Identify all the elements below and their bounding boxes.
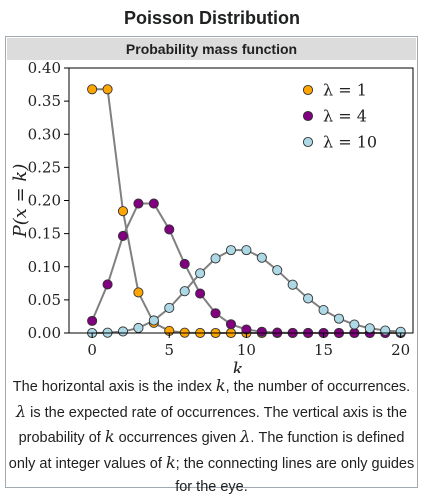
series-3-point <box>210 253 221 264</box>
series-3-point <box>195 268 206 279</box>
series-3-point <box>364 323 375 334</box>
legend-marker-3 <box>302 136 314 148</box>
y-tick-label: 0.15 <box>28 225 61 243</box>
series-2-point <box>164 224 175 235</box>
x-tick-label: 10 <box>237 341 256 359</box>
series-2-point <box>195 288 206 299</box>
caption-text-5: . The function is defined only at intege… <box>8 430 405 472</box>
series-2-point <box>148 198 159 209</box>
image-panel: Probability mass function 0.00 0.05 0.10 0.… <box>5 36 418 495</box>
legend-label-1: λ = 1 <box>323 81 367 100</box>
series-3-point <box>225 245 237 256</box>
caption-text-4: occurrences given <box>114 430 241 446</box>
caption-text-2: , the number of occurrences. <box>225 379 411 395</box>
y-tick-label: 0.35 <box>28 92 61 110</box>
caption-k-symbol-2: k <box>104 427 115 446</box>
x-tick-label: 20 <box>391 341 410 359</box>
panel-subtitle: Probability mass function <box>7 38 416 60</box>
caption-text-3: is the expected rate of occurrences. The… <box>18 404 408 447</box>
series-3-point <box>241 245 252 256</box>
series-3-point <box>164 302 175 314</box>
caption-text-6: ; the connecting lines are only guides f… <box>175 455 415 496</box>
legend-marker-1 <box>302 84 314 96</box>
series-3-point <box>303 293 314 304</box>
series-1-point <box>133 287 144 298</box>
caption-k-symbol-3: k <box>165 452 176 472</box>
x-tick-label: 5 <box>164 341 174 359</box>
caption-text-1: The horizontal axis is the index <box>12 379 216 395</box>
series-2-point <box>87 315 98 326</box>
y-tick-label: 0.25 <box>28 158 61 176</box>
series-3-point <box>133 322 144 334</box>
series-2-point <box>256 326 267 337</box>
series-3-point <box>349 319 360 330</box>
y-tick-label: 0.20 <box>28 192 61 210</box>
series-3-point <box>380 325 391 336</box>
series-2-point <box>102 279 113 290</box>
legend-marker-2 <box>302 110 314 122</box>
figure-caption: The horizontal axis is the index k, the … <box>8 374 415 500</box>
x-tick-label: 0 <box>87 341 97 359</box>
series-3-point <box>117 326 129 337</box>
y-tick-label: 0.10 <box>28 258 61 276</box>
series-3-point <box>318 304 329 316</box>
series-3-point <box>148 315 159 326</box>
caption-k-symbol-1: k <box>215 376 226 395</box>
series-2-point <box>210 308 221 319</box>
legend-label-2: λ = 4 <box>323 107 367 126</box>
x-tick-label: 15 <box>314 341 333 359</box>
y-tick-label: 0.00 <box>28 324 61 342</box>
series-2-point <box>117 230 129 241</box>
series-2-point <box>179 258 190 270</box>
series-1-point <box>117 206 129 217</box>
series-3-point <box>272 265 283 276</box>
series-2-point <box>225 319 237 330</box>
y-axis-label: P(x = k) <box>10 164 31 239</box>
series-3-point <box>179 286 190 297</box>
series-3-point <box>287 279 298 290</box>
legend-label-3: λ = 10 <box>323 133 377 152</box>
series-1-point <box>102 84 113 95</box>
series-3-point <box>333 313 345 324</box>
poisson-pmf-chart: 0.00 0.05 0.10 0.15 0.20 0.25 0.30 0.35 0.40 0 5 10… <box>10 61 414 373</box>
caption-lambda-symbol-1: λ <box>15 401 27 421</box>
y-tick-label: 0.40 <box>28 61 61 77</box>
caption-lambda-symbol-2: λ <box>240 427 251 446</box>
series-3-point <box>256 252 267 263</box>
series-2-point <box>133 198 144 209</box>
series-1-point <box>87 84 98 95</box>
x-axis-label: k <box>233 359 244 373</box>
y-tick-label: 0.30 <box>28 125 61 143</box>
series-line-2 <box>91 202 401 334</box>
infobox-title: Poisson Distribution <box>123 8 300 28</box>
y-tick-label: 0.05 <box>28 291 61 309</box>
